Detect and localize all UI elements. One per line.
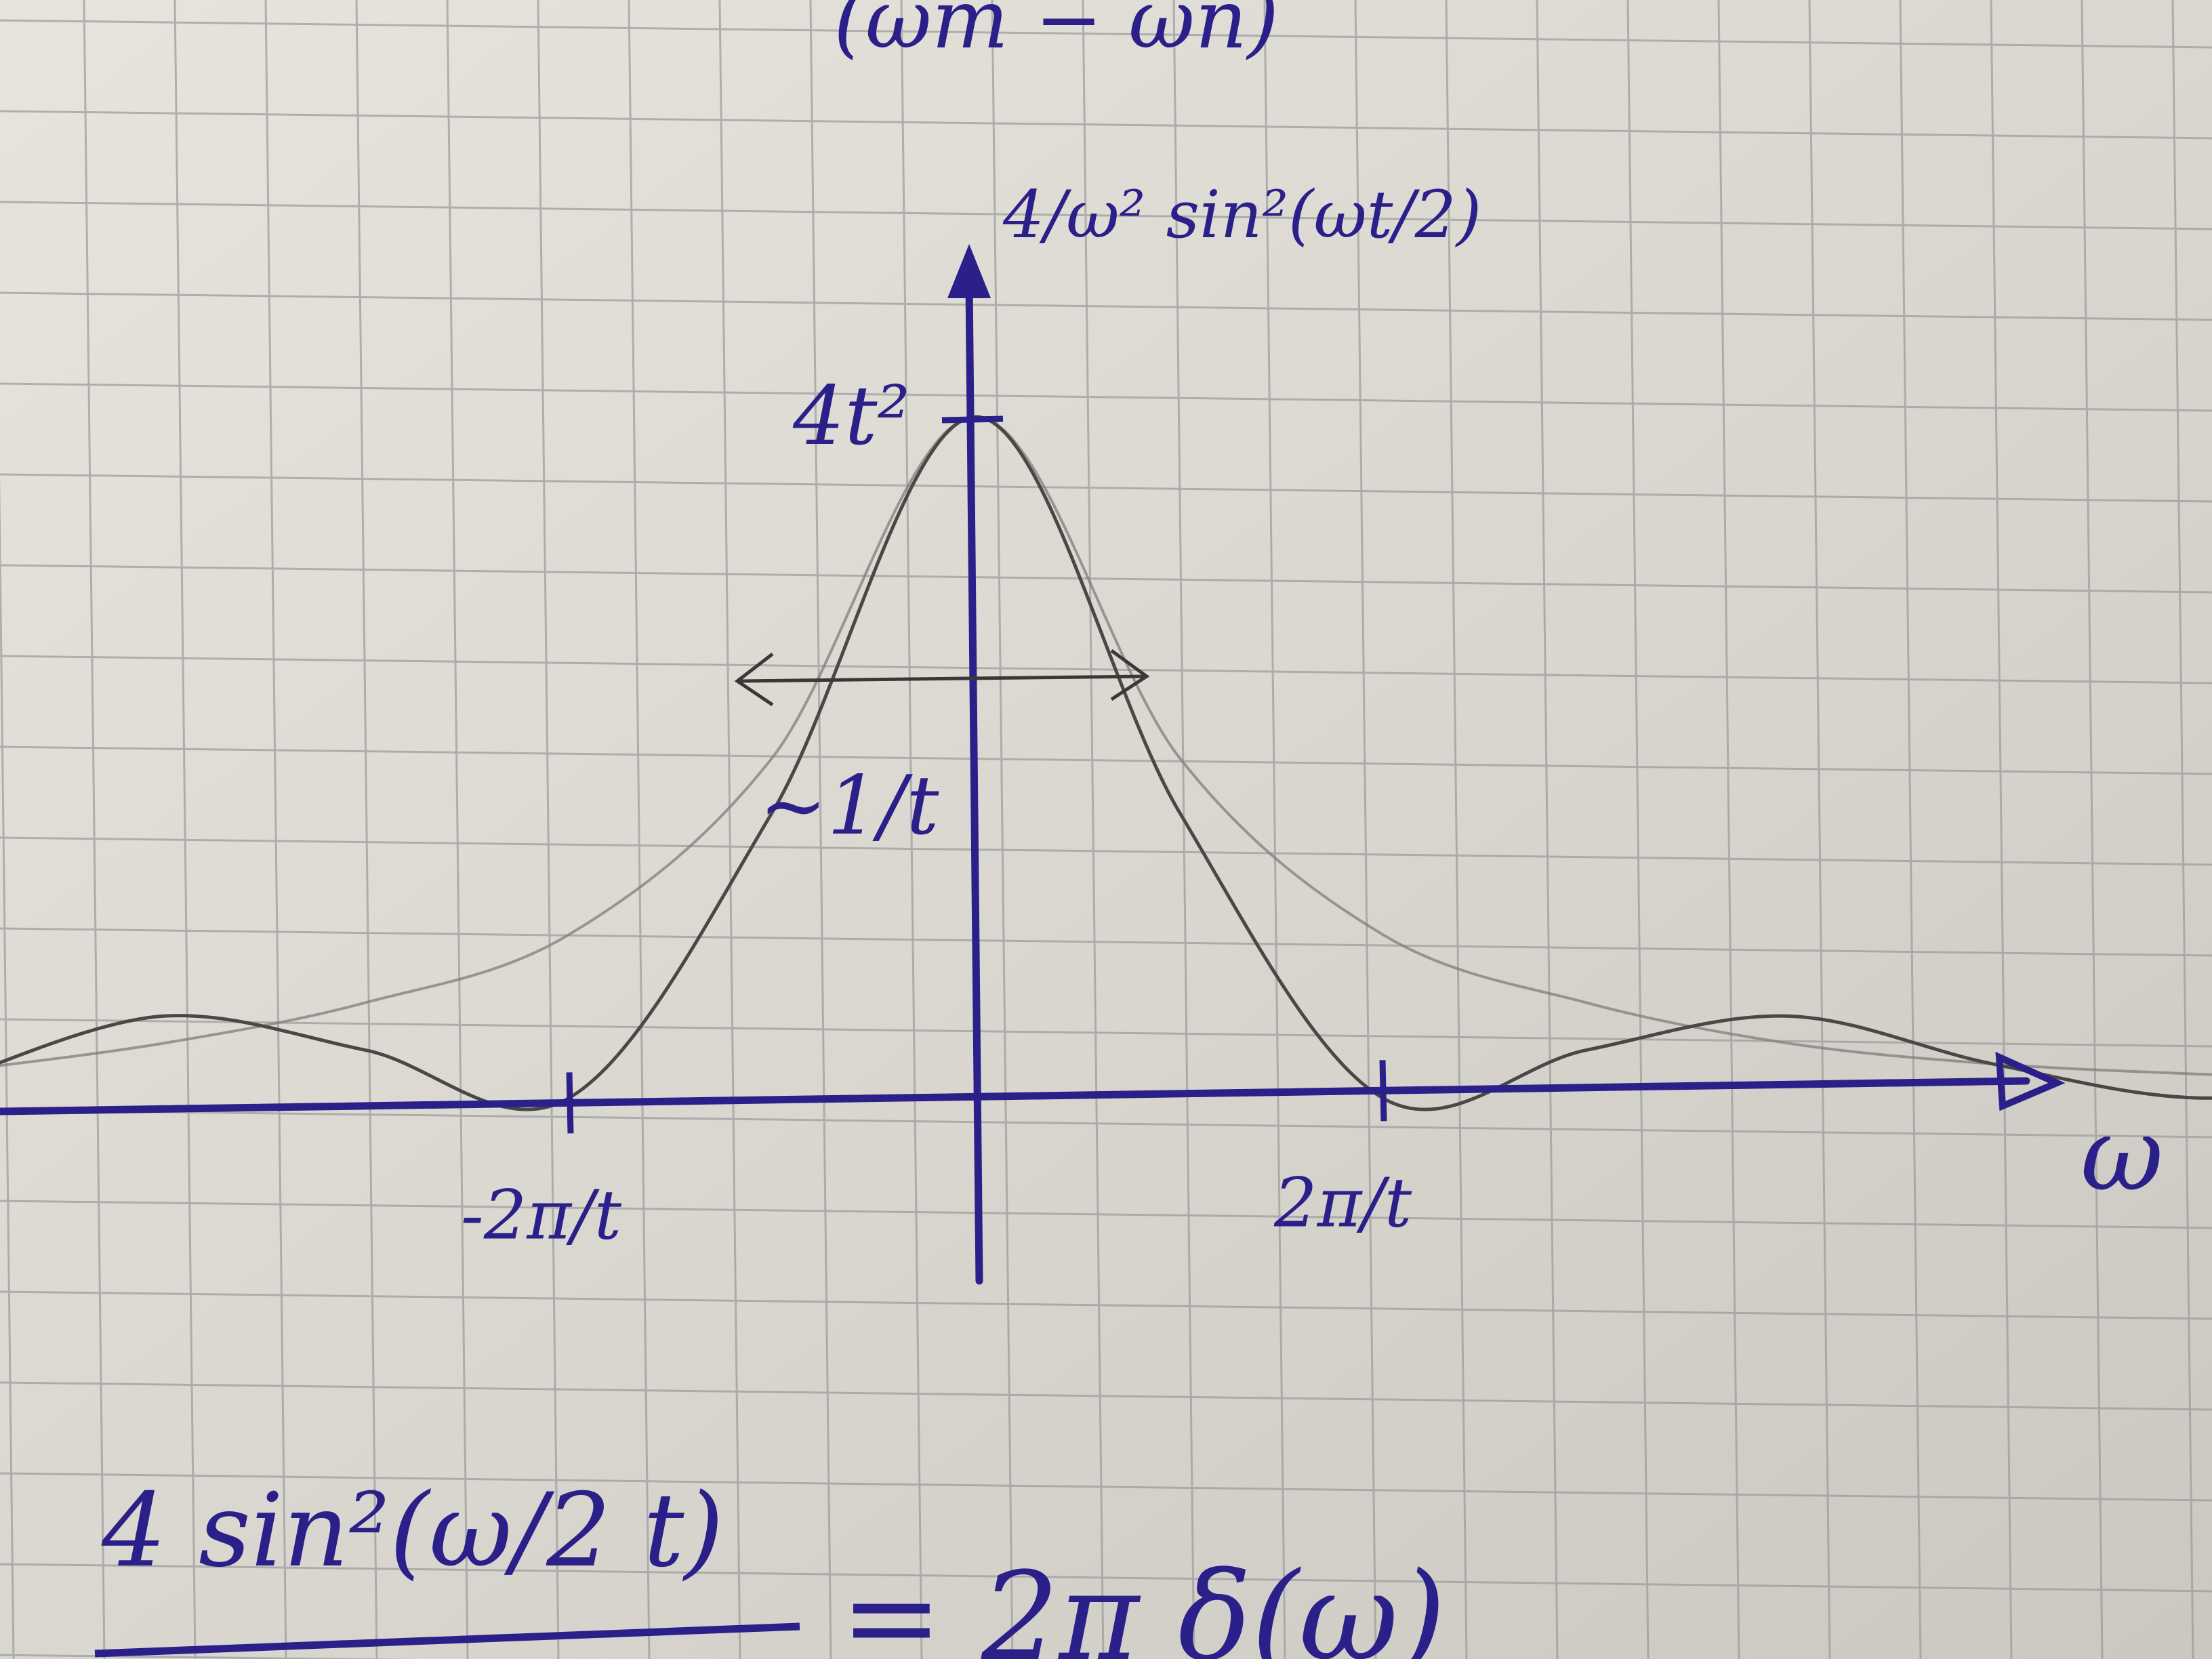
- grid-line-vertical: [2171, 0, 2194, 1659]
- x-tick-label: 2π/t: [1273, 1163, 1412, 1242]
- grid-line-vertical: [83, 0, 106, 1659]
- envelope-curve-group: [0, 415, 2212, 1076]
- x-axis-arrowhead: [1995, 1052, 2066, 1111]
- grid-line-vertical: [1082, 0, 1105, 1659]
- x-tick-mark: [1379, 1060, 1387, 1122]
- grid-line-vertical: [900, 0, 923, 1659]
- grid-line-horizontal: [0, 382, 2212, 412]
- grid-line-vertical: [1717, 0, 1740, 1659]
- grid-line-horizontal: [0, 745, 2212, 775]
- width-marker-group: ~1/t: [734, 649, 1150, 853]
- peak-marker-group: 4t²: [792, 369, 1004, 464]
- x-tick-label: -2π/t: [461, 1175, 622, 1254]
- fraction-bar: [94, 1622, 800, 1658]
- equation-numerator: 4 sin²(ω/2 t): [101, 1472, 724, 1590]
- x-axis: [0, 1077, 2030, 1115]
- grid-line-vertical: [1172, 0, 1195, 1659]
- peak-tick: [941, 415, 1004, 424]
- peak-label: 4t²: [792, 369, 910, 464]
- equation-group: 4 sin²(ω/2 t) = 2π δ(ω): [94, 1472, 1446, 1659]
- width-arrow-left-head: [734, 653, 774, 707]
- grid-line-horizontal: [0, 1472, 2212, 1502]
- grid-line-horizontal: [0, 655, 2212, 684]
- y-axis-group: [947, 244, 991, 1285]
- grid-line-vertical: [355, 0, 378, 1659]
- grid-line-vertical: [809, 0, 832, 1659]
- grid-line-horizontal: [0, 1200, 2212, 1229]
- grid-line-vertical: [173, 0, 197, 1659]
- grid-line-vertical: [1990, 0, 2013, 1659]
- y-axis-arrowhead: [947, 244, 991, 298]
- grid-line-vertical: [1354, 0, 1377, 1659]
- grid-line-vertical: [1536, 0, 1559, 1659]
- grid-line-horizontal: [0, 836, 2212, 866]
- grid-line-vertical: [991, 0, 1014, 1659]
- sinc-squared-curve: [0, 415, 2212, 1111]
- width-arrow-right-head: [1110, 649, 1150, 701]
- grid-line-vertical: [1808, 0, 1831, 1659]
- grid-line-vertical: [628, 0, 651, 1659]
- grid-line-horizontal: [0, 927, 2212, 957]
- top-text-fragment: (ωm − ωn): [834, 0, 1279, 67]
- x-tick-mark: [566, 1072, 574, 1134]
- x-axis-label: ω: [2081, 1096, 2163, 1214]
- grid-line-horizontal: [0, 1018, 2212, 1048]
- grid-line-vertical: [1626, 0, 1650, 1659]
- grid-line-vertical: [718, 0, 741, 1659]
- grid-line-vertical: [1263, 0, 1286, 1659]
- main-curve-group: [0, 415, 2212, 1111]
- x-axis-group: ω: [0, 1052, 2163, 1214]
- tick-group: -2π/t 2π/t: [461, 1060, 1412, 1254]
- function-label-group: 4/ω² sin²(ωt/2): [1002, 177, 1481, 253]
- grid-line-vertical: [446, 0, 469, 1659]
- grid-line-vertical: [537, 0, 560, 1659]
- grid-line-horizontal: [0, 1290, 2212, 1320]
- equation-rhs: = 2π δ(ω): [840, 1547, 1446, 1659]
- grid-line-vertical: [1445, 0, 1468, 1659]
- grid-line-horizontal: [0, 201, 2212, 230]
- grid-line-horizontal: [0, 564, 2212, 594]
- width-label: ~1/t: [759, 759, 939, 853]
- grid-line-vertical: [2081, 0, 2104, 1659]
- grid-line-horizontal: [0, 110, 2212, 140]
- grid-line-vertical: [1899, 0, 1922, 1659]
- grid-line-horizontal: [0, 291, 2212, 321]
- top-text: (ωm − ωn): [834, 0, 1279, 67]
- grid-line-horizontal: [0, 473, 2212, 503]
- grid-line-horizontal: [0, 1381, 2212, 1411]
- width-arrow-line: [738, 674, 1146, 683]
- grid-line-vertical: [264, 0, 287, 1659]
- grid-line-horizontal: [0, 19, 2212, 49]
- envelope-curve: [0, 415, 2212, 1076]
- grid-line-horizontal: [0, 1563, 2212, 1593]
- y-axis: [965, 281, 983, 1285]
- function-label: 4/ω² sin²(ωt/2): [1002, 177, 1481, 253]
- grid-line-horizontal: [0, 1109, 2212, 1139]
